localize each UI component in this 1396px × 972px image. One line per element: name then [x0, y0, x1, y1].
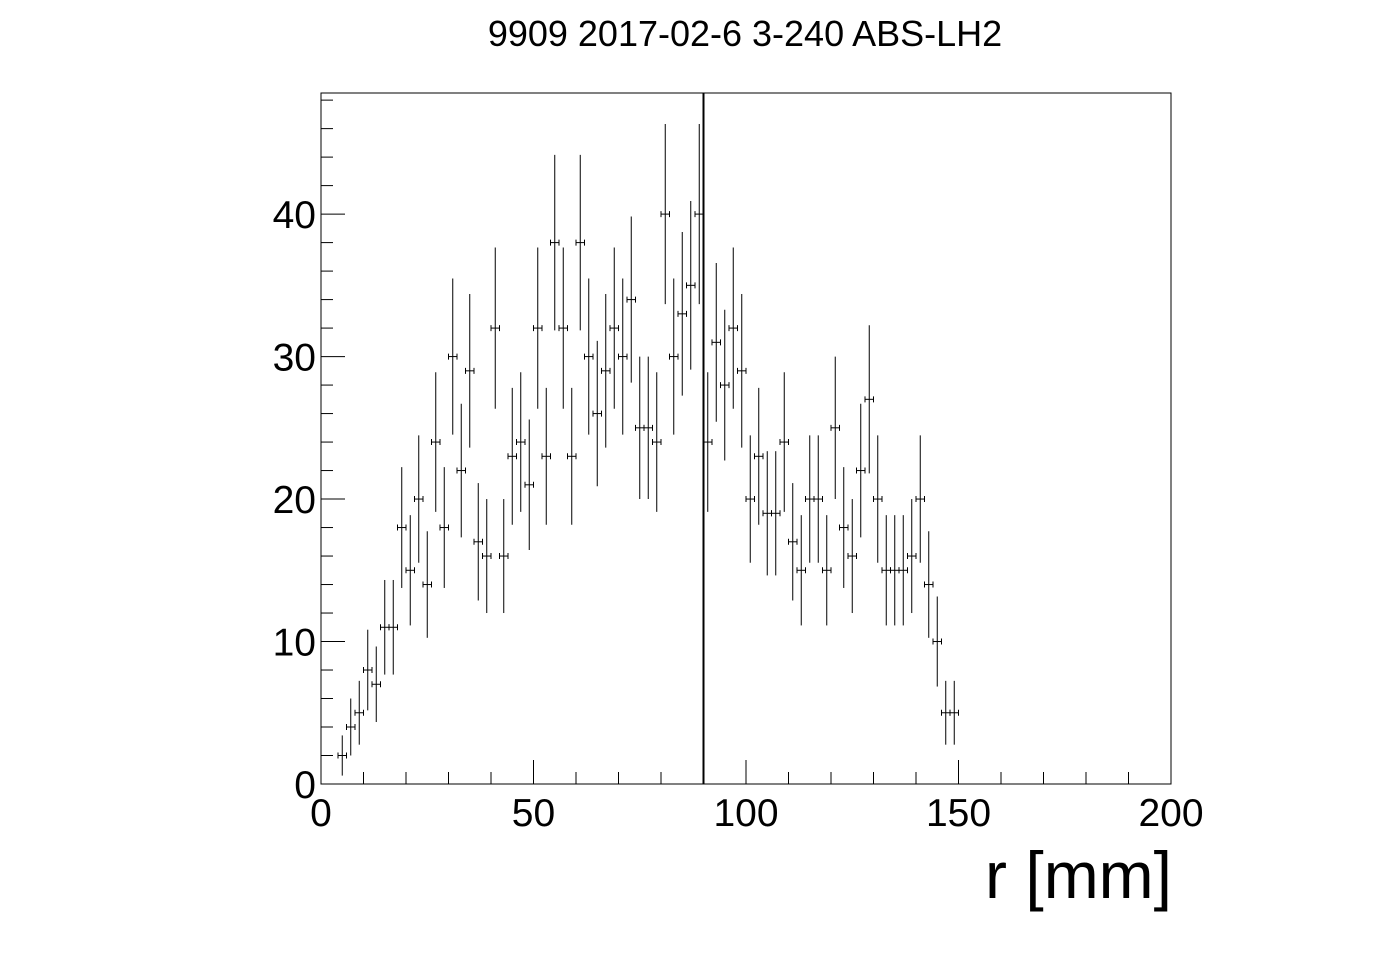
data-point [762, 451, 772, 576]
tick-labels: 0 50 100 150 200 0 10 20 30 40 [273, 194, 1204, 835]
data-point [686, 200, 696, 370]
data-point [507, 387, 517, 525]
data-point [558, 247, 568, 409]
data-point [720, 309, 730, 461]
plot-frame [320, 92, 1172, 785]
data-point [924, 531, 934, 638]
data-point [482, 499, 492, 614]
x-axis-label: r [mm] [985, 838, 1172, 912]
data-point [711, 262, 721, 422]
data-point [371, 646, 381, 723]
y-tick-label: 0 [294, 764, 316, 807]
data-point [431, 372, 441, 512]
data-point [949, 680, 959, 745]
data-point [567, 387, 577, 525]
data-point [907, 499, 917, 614]
data-point [873, 435, 883, 563]
data-point [609, 247, 619, 409]
data-point [448, 278, 458, 435]
data-point [346, 698, 356, 756]
data-point [354, 680, 364, 745]
x-tick-label: 0 [310, 792, 332, 835]
data-point [839, 467, 849, 588]
data-point [575, 154, 585, 331]
data-point [822, 515, 832, 626]
axes [320, 92, 1172, 785]
data-point [932, 596, 942, 687]
data-point [541, 387, 551, 525]
data-point [754, 387, 764, 525]
data-point [388, 579, 398, 675]
data-point [550, 154, 560, 331]
data-point [592, 340, 602, 487]
data-point [652, 372, 662, 512]
data-point [805, 435, 815, 563]
data-point [337, 735, 347, 776]
data-point [660, 124, 670, 305]
x-tick-label: 150 [926, 792, 991, 835]
data-point [380, 579, 390, 675]
data-point [728, 247, 738, 409]
data-point [941, 680, 951, 745]
data-point [490, 247, 500, 409]
data-point [439, 467, 449, 588]
data-point [881, 515, 891, 626]
data-point [414, 435, 424, 563]
y-tick-label: 20 [273, 479, 316, 522]
data-point [626, 216, 636, 383]
y-tick-label: 40 [273, 194, 316, 237]
data-point [363, 629, 373, 711]
data-point [771, 451, 781, 576]
data-point [422, 531, 432, 638]
data-point [813, 435, 823, 563]
data-point [915, 435, 925, 563]
data-point [677, 232, 687, 396]
data-point [788, 483, 798, 601]
data-point [745, 435, 755, 563]
x-tick-label: 100 [713, 792, 778, 835]
data-points [337, 124, 959, 776]
data-point [405, 515, 415, 626]
data-point [635, 356, 645, 500]
data-point [847, 499, 857, 614]
data-point [533, 247, 543, 409]
data-point [618, 278, 628, 435]
data-point [456, 403, 466, 538]
data-point [830, 356, 840, 500]
data-point [669, 278, 679, 435]
data-point [499, 499, 509, 614]
data-point [779, 372, 789, 512]
y-tick-label: 10 [273, 622, 316, 665]
data-point [796, 515, 806, 626]
data-point [856, 403, 866, 538]
data-point [524, 419, 534, 551]
data-point [473, 483, 483, 601]
data-point [703, 372, 713, 512]
data-point [584, 278, 594, 435]
chart-title: 9909 2017-02-6 3-240 ABS-LH2 [488, 13, 1002, 54]
data-point [864, 325, 874, 474]
data-point [601, 294, 611, 448]
data-point [694, 124, 704, 305]
data-point [898, 515, 908, 626]
data-point [465, 294, 475, 448]
x-tick-label: 50 [512, 792, 555, 835]
axis-ticks [320, 99, 1172, 785]
data-point [643, 356, 653, 500]
data-point [890, 515, 900, 626]
x-tick-label: 200 [1138, 792, 1203, 835]
data-point [397, 467, 407, 588]
data-point [516, 372, 526, 512]
y-tick-label: 30 [273, 337, 316, 380]
data-point [737, 294, 747, 448]
